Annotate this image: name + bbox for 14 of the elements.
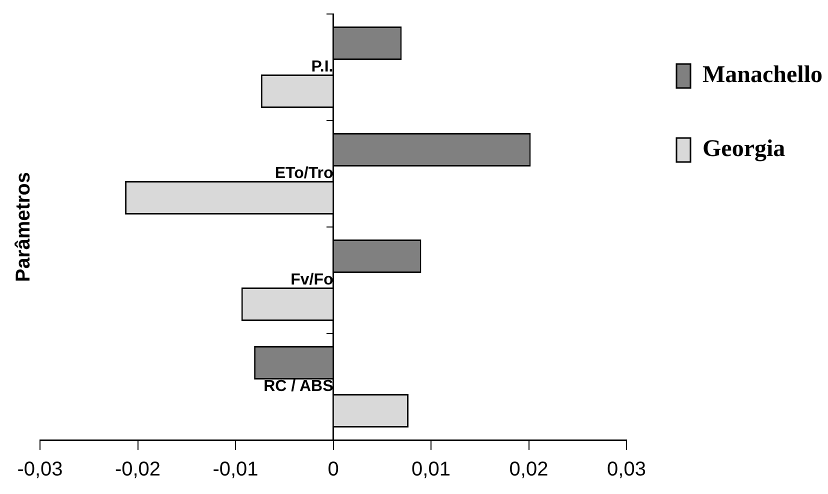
x-tick-label: -0,02 — [114, 458, 161, 481]
x-tick-label: 0,01 — [412, 458, 450, 481]
y-tick-label: RC / ABS — [264, 378, 334, 396]
y-tick-label: ETo/Tro — [274, 165, 334, 182]
y-tick-label: Fv/Fo — [290, 272, 334, 289]
legend-label: Manachello — [702, 62, 822, 88]
y-tick-label: P.I. — [311, 58, 334, 76]
x-tick-label: 0 — [328, 458, 339, 481]
x-tick-label: -0,01 — [212, 458, 258, 481]
x-tick-label: 0,02 — [509, 458, 548, 481]
y-axis-title: Parâmetros — [12, 172, 35, 282]
x-tick-label: -0,03 — [17, 458, 63, 481]
x-tick-label: 0,03 — [607, 458, 646, 481]
legend-label: Georgia — [702, 136, 786, 162]
